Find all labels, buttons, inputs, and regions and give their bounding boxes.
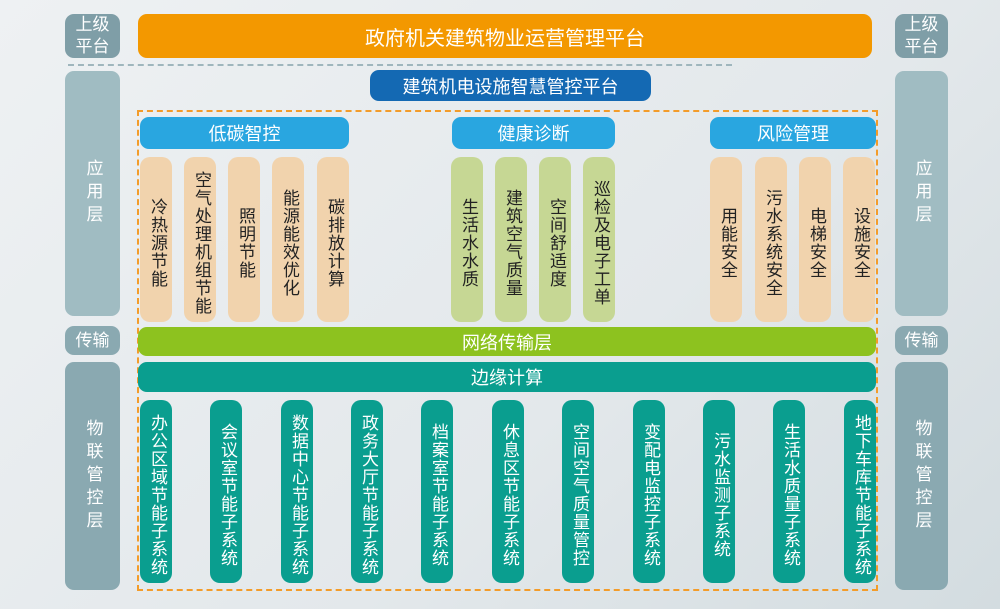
app-item: 建筑空气质量 [495,157,527,322]
iot-subsystem: 政务大厅节能子系统 [351,400,383,583]
app-item: 污水系统安全 [755,157,787,322]
app-item: 空间舒适度 [539,157,571,322]
app-item: 生活水水质 [451,157,483,322]
iot-subsystem: 休息区节能子系统 [492,400,524,583]
iot-subsystem: 生活水质量子系统 [773,400,805,583]
side-label-upper-platform-right: 上级 平台 [895,14,948,58]
iot-subsystem: 会议室节能子系统 [210,400,242,583]
app-item: 设施安全 [843,157,875,322]
group-header-risk: 风险管理 [710,117,876,149]
group-header-health: 健康诊断 [452,117,615,149]
iot-subsystem: 数据中心节能子系统 [281,400,313,583]
side-label-application-left: 应用层 [65,71,120,316]
app-item: 电梯安全 [799,157,831,322]
side-label-iot-right: 物联管控层 [895,362,948,590]
side-label-application-right: 应用层 [895,71,948,316]
iot-subsystem: 空间空气质量管控 [562,400,594,583]
app-item: 空气处理机组节能 [184,157,216,322]
app-item: 冷热源节能 [140,157,172,322]
side-label-upper-platform-left: 上级 平台 [65,14,120,58]
app-item: 照明节能 [228,157,260,322]
app-item: 巡检及电子工单 [583,157,615,322]
app-item: 能源能效优化 [272,157,304,322]
iot-subsystem: 污水监测子系统 [703,400,735,583]
side-label-transport-right: 传输 [895,326,948,355]
group-header-low-carbon: 低碳智控 [140,117,349,149]
divider [68,64,732,66]
app-item: 用能安全 [710,157,742,322]
iot-subsystem: 变配电监控子系统 [633,400,665,583]
iot-subsystem: 档案室节能子系统 [421,400,453,583]
top-platform-bar: 政府机关建筑物业运营管理平台 [138,14,872,58]
network-layer-bar: 网络传输层 [138,327,876,356]
iot-subsystem: 地下车库节能子系统 [844,400,876,583]
app-item: 碳排放计算 [317,157,349,322]
side-label-iot-left: 物联管控层 [65,362,120,590]
sub-platform-bar: 建筑机电设施智慧管控平台 [370,70,651,101]
side-label-transport-left: 传输 [65,326,120,355]
iot-subsystem: 办公区域节能子系统 [140,400,172,583]
edge-computing-bar: 边缘计算 [138,362,876,392]
